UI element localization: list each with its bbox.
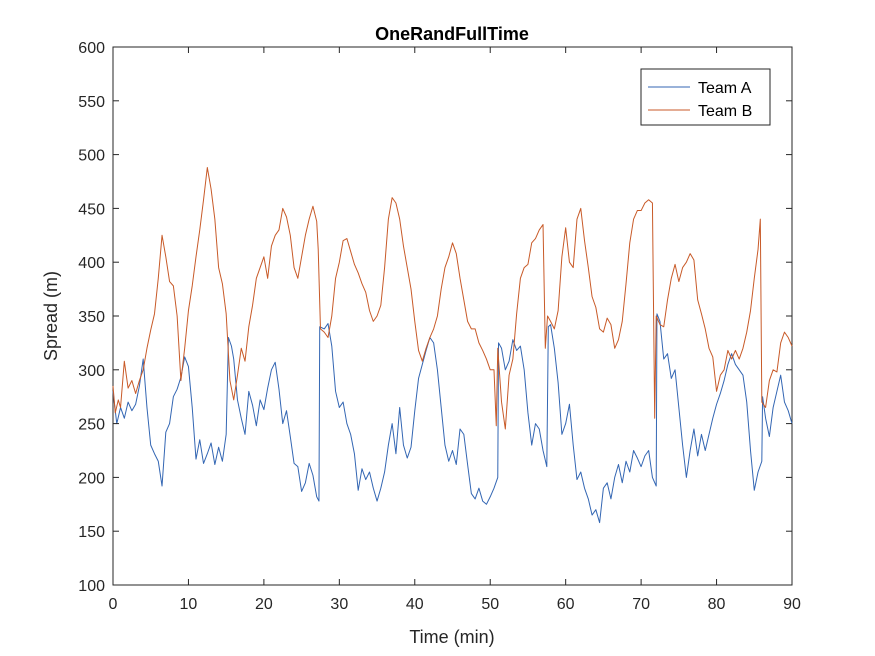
y-axis-label: Spread (m): [41, 271, 61, 361]
x-tick-label: 60: [557, 596, 575, 613]
axes-box: [112, 46, 793, 586]
y-tick-label: 100: [78, 578, 105, 595]
series-group: [112, 167, 793, 524]
x-ticks: 0 10 20 30 40 50 60 70 80 90: [109, 47, 801, 613]
y-tick-label: 450: [78, 201, 105, 218]
x-tick-label: 10: [180, 596, 198, 613]
series-line-team-b: [112, 167, 793, 430]
x-tick-label: 40: [406, 596, 424, 613]
x-tick-label: 30: [330, 596, 348, 613]
chart-title: OneRandFullTime: [375, 24, 529, 44]
series-line-team-a: [112, 313, 793, 524]
x-tick-label: 70: [632, 596, 650, 613]
y-tick-label: 150: [78, 524, 105, 541]
legend-box: [640, 68, 771, 126]
legend-label: Team B: [698, 103, 752, 120]
x-tick-label: 20: [255, 596, 273, 613]
x-axis-label: Time (min): [409, 627, 494, 647]
y-ticks: 100 150 200 250 300 350 400 450 500 550 600: [78, 40, 792, 595]
y-tick-label: 300: [78, 363, 105, 380]
y-tick-label: 400: [78, 255, 105, 272]
y-tick-label: 200: [78, 470, 105, 487]
x-tick-label: 50: [481, 596, 499, 613]
x-tick-label: 80: [708, 596, 726, 613]
y-tick-label: 250: [78, 417, 105, 434]
x-tick-label: 90: [783, 596, 801, 613]
y-tick-label: 500: [78, 148, 105, 165]
legend: Team A Team B: [640, 68, 771, 126]
legend-label: Team A: [698, 80, 752, 97]
x-tick-label: 0: [109, 596, 118, 613]
y-tick-label: 350: [78, 309, 105, 326]
y-tick-label: 550: [78, 94, 105, 111]
plot-area: 0 10 20 30 40 50 60 70 80 90 100 150 200 250 300 350 40…: [78, 40, 801, 613]
y-tick-label: 600: [78, 40, 105, 57]
legend-items: Team A Team B: [648, 80, 752, 120]
